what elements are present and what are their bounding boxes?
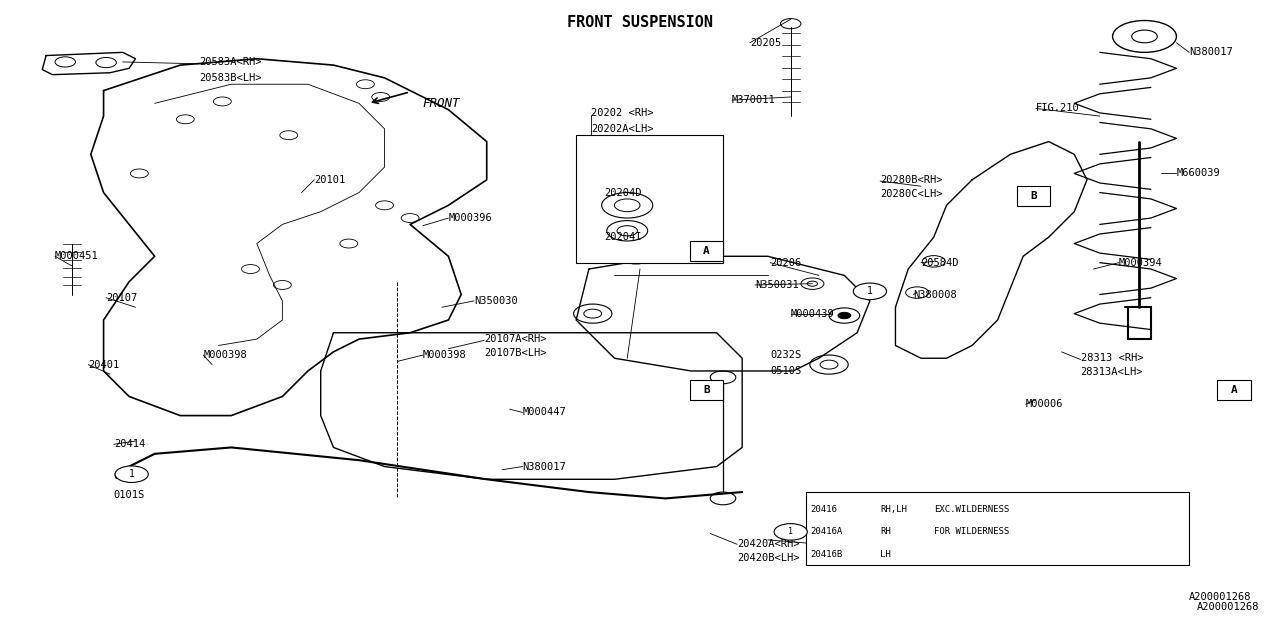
Text: M000439: M000439 — [791, 308, 835, 319]
Bar — [806, 492, 1189, 565]
Text: 20414: 20414 — [114, 439, 145, 449]
Text: 0238S: 0238S — [114, 471, 145, 481]
Bar — [690, 241, 723, 261]
Text: 20202 <RH>: 20202 <RH> — [591, 108, 654, 118]
Text: M000394: M000394 — [1119, 258, 1162, 268]
Text: EXC.WILDERNESS: EXC.WILDERNESS — [934, 505, 1009, 514]
Text: FOR WILDERNESS: FOR WILDERNESS — [934, 527, 1009, 536]
Text: A: A — [703, 246, 710, 256]
Text: 0232S: 0232S — [771, 350, 801, 360]
Text: N350030: N350030 — [474, 296, 517, 306]
Bar — [1217, 380, 1251, 400]
Text: 20401: 20401 — [88, 360, 119, 370]
Text: M000398: M000398 — [204, 350, 247, 360]
Text: RH: RH — [881, 527, 891, 536]
Text: 20204D: 20204D — [604, 188, 641, 198]
Text: N350031: N350031 — [755, 280, 799, 290]
Text: N380017: N380017 — [522, 461, 566, 472]
Text: M000451: M000451 — [55, 252, 99, 261]
Text: 20280C<LH>: 20280C<LH> — [881, 189, 942, 199]
Text: 1: 1 — [867, 286, 873, 296]
Text: 20204I: 20204I — [604, 232, 641, 242]
Text: A200001268: A200001268 — [1197, 602, 1260, 612]
Text: 20420B<LH>: 20420B<LH> — [737, 554, 800, 563]
Text: FRONT: FRONT — [422, 97, 461, 110]
Text: M000447: M000447 — [522, 408, 566, 417]
Text: N380017: N380017 — [1189, 47, 1233, 58]
Text: 20416B: 20416B — [810, 550, 842, 559]
Text: M000396: M000396 — [448, 213, 493, 223]
Text: M370011: M370011 — [732, 95, 776, 105]
Circle shape — [838, 312, 851, 319]
Circle shape — [630, 253, 643, 259]
Text: A: A — [1230, 385, 1238, 395]
Text: 0101S: 0101S — [114, 490, 145, 500]
Text: 20202A<LH>: 20202A<LH> — [591, 124, 654, 134]
Text: 20101: 20101 — [315, 175, 346, 185]
Text: 1: 1 — [129, 469, 134, 479]
Text: FIG.210: FIG.210 — [1036, 104, 1080, 113]
Text: 20107: 20107 — [106, 292, 137, 303]
Text: 20107B<LH>: 20107B<LH> — [484, 348, 547, 358]
Text: RH,LH: RH,LH — [881, 505, 908, 514]
Text: 20416A: 20416A — [810, 527, 842, 536]
Bar — [1016, 186, 1051, 205]
Bar — [690, 380, 723, 400]
Circle shape — [774, 524, 808, 540]
Text: N380008: N380008 — [914, 289, 957, 300]
Text: 1: 1 — [788, 527, 794, 536]
Bar — [576, 135, 723, 262]
Text: 20583A<RH>: 20583A<RH> — [200, 57, 262, 67]
Circle shape — [854, 283, 887, 300]
Text: 20584D: 20584D — [922, 258, 959, 268]
Text: 20205: 20205 — [750, 38, 781, 48]
Text: A200001268: A200001268 — [1189, 592, 1252, 602]
Text: B: B — [1030, 191, 1037, 201]
Circle shape — [115, 466, 148, 483]
Text: 20420A<RH>: 20420A<RH> — [737, 540, 800, 549]
Text: M00006: M00006 — [1025, 399, 1064, 409]
Text: 28313 <RH>: 28313 <RH> — [1080, 353, 1143, 364]
Text: 20583B<LH>: 20583B<LH> — [200, 73, 262, 83]
Text: M000398: M000398 — [422, 350, 467, 360]
Text: LH: LH — [881, 550, 891, 559]
Text: FRONT SUSPENSION: FRONT SUSPENSION — [567, 15, 713, 31]
Text: 20107A<RH>: 20107A<RH> — [484, 334, 547, 344]
Text: 20416: 20416 — [810, 505, 837, 514]
Text: 20206: 20206 — [771, 258, 801, 268]
Text: 28313A<LH>: 28313A<LH> — [1080, 367, 1143, 377]
Text: 20280B<RH>: 20280B<RH> — [881, 175, 942, 185]
Text: M660039: M660039 — [1176, 168, 1220, 179]
Text: 0510S: 0510S — [771, 366, 801, 376]
Text: B: B — [703, 385, 710, 395]
